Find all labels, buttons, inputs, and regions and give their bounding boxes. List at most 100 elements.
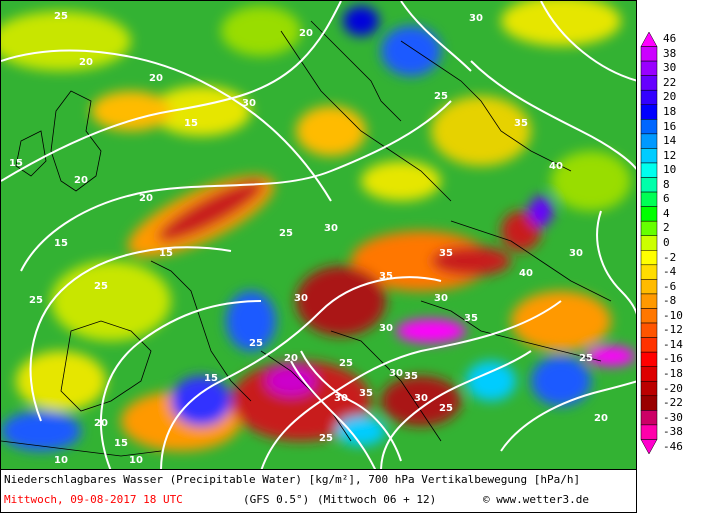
contour-label: 40 bbox=[549, 161, 563, 172]
contour-label: 20 bbox=[594, 413, 608, 424]
legend-value: -8 bbox=[663, 294, 677, 308]
legend-swatch bbox=[640, 250, 658, 266]
legend-value: 0 bbox=[663, 236, 670, 249]
legend-swatch bbox=[640, 337, 658, 353]
contour-label: 25 bbox=[54, 11, 68, 22]
contour-label: 25 bbox=[279, 228, 293, 239]
pw-isolines bbox=[1, 1, 636, 469]
contour-label: 15 bbox=[114, 438, 128, 449]
legend-swatch bbox=[640, 75, 658, 91]
contour-label: 20 bbox=[149, 73, 163, 84]
legend-swatch bbox=[640, 191, 658, 207]
legend-value: 4 bbox=[663, 206, 670, 220]
contour-label: 15 bbox=[159, 248, 173, 259]
contour-label: 25 bbox=[29, 295, 43, 306]
contour-label: 10 bbox=[129, 455, 143, 466]
contour-label: 30 bbox=[569, 248, 583, 259]
legend-value: -46 bbox=[663, 439, 683, 453]
legend-swatch bbox=[640, 89, 658, 106]
legend-value: -14 bbox=[663, 337, 683, 351]
contour-label: 35 bbox=[439, 248, 453, 259]
run-label: (Mittwoch 06 + 12) bbox=[317, 493, 437, 506]
legend-value: 18 bbox=[663, 105, 677, 119]
legend-value: 14 bbox=[663, 134, 677, 148]
contour-label: 15 bbox=[54, 238, 68, 249]
legend-swatch bbox=[640, 162, 658, 178]
legend-swatch bbox=[640, 148, 658, 164]
legend-color-bar bbox=[640, 31, 658, 455]
contour-label: 30 bbox=[294, 293, 308, 304]
legend-swatch bbox=[640, 60, 658, 76]
legend-value: 2 bbox=[663, 221, 670, 235]
legend-swatch bbox=[640, 322, 658, 338]
legend-swatch bbox=[640, 279, 658, 295]
contour-label: 35 bbox=[514, 118, 528, 129]
contour-label: 15 bbox=[204, 373, 218, 384]
contour-label: 15 bbox=[9, 158, 23, 169]
map-title: Niederschlagbares Wasser (Precipitable W… bbox=[4, 473, 581, 486]
valid-date: Mittwoch, 09-08-2017 18 UTC bbox=[4, 493, 183, 506]
legend-swatch bbox=[640, 177, 658, 193]
contour-label: 30 bbox=[324, 223, 338, 234]
legend-swatch bbox=[640, 119, 658, 135]
contour-label: 15 bbox=[184, 118, 198, 129]
copyright-link[interactable]: © www.wetter3.de bbox=[483, 493, 589, 506]
contour-label: 40 bbox=[519, 268, 533, 279]
contour-label: 25 bbox=[319, 433, 333, 444]
contour-label: 30 bbox=[379, 323, 393, 334]
legend-value: -30 bbox=[663, 410, 683, 424]
legend-value: -10 bbox=[663, 308, 683, 322]
vertical-motion-field bbox=[1, 1, 636, 451]
map-caption: Niederschlagbares Wasser (Precipitable W… bbox=[0, 470, 637, 513]
legend-value: 6 bbox=[663, 192, 670, 206]
contour-label: 30 bbox=[469, 13, 483, 24]
contour-labels: 25 20 20 15 15 25 30 15 20 15 25 30 20 25 30 35 30 35 20 30… bbox=[9, 11, 608, 466]
coastlines bbox=[1, 20, 612, 457]
legend-swatch bbox=[640, 133, 658, 149]
contour-label: 25 bbox=[439, 403, 453, 414]
contour-label: 25 bbox=[579, 353, 593, 364]
legend-value: -18 bbox=[663, 366, 683, 380]
legend-value: -6 bbox=[663, 279, 677, 293]
contour-label: 35 bbox=[464, 313, 478, 324]
legend-swatch bbox=[640, 351, 658, 367]
legend-swatch bbox=[640, 264, 658, 280]
contour-label: 30 bbox=[242, 98, 256, 109]
legend-value: -20 bbox=[663, 381, 683, 395]
weather-map: 25 20 20 15 15 25 30 15 20 15 25 30 20 25 30 35 30 35 20 30… bbox=[0, 0, 637, 470]
contour-label: 20 bbox=[94, 418, 108, 429]
legend-swatch bbox=[640, 410, 658, 426]
contour-label: 25 bbox=[94, 281, 108, 292]
legend-value: 30 bbox=[663, 61, 677, 75]
legend-value: -4 bbox=[663, 265, 677, 279]
legend-value: -22 bbox=[663, 396, 683, 410]
contour-label: 20 bbox=[139, 193, 153, 204]
legend-swatch bbox=[640, 380, 658, 397]
contour-label: 20 bbox=[299, 28, 313, 39]
contour-label: 25 bbox=[249, 338, 263, 349]
legend-swatch bbox=[640, 308, 658, 324]
legend-swatch bbox=[640, 395, 658, 411]
contour-label: 30 bbox=[334, 393, 348, 404]
contour-label: 35 bbox=[359, 388, 373, 399]
legend-value: 46 bbox=[663, 32, 677, 46]
legend-value: -12 bbox=[663, 323, 683, 337]
contour-label: 25 bbox=[339, 358, 353, 369]
legend-swatch bbox=[640, 366, 658, 382]
legend-swatch bbox=[640, 220, 658, 236]
model-label: (GFS 0.5°) bbox=[243, 493, 310, 506]
map-canvas: 25 20 20 15 15 25 30 15 20 15 25 30 20 25 30 35 30 35 20 30… bbox=[1, 1, 636, 469]
legend-value: -2 bbox=[663, 250, 677, 264]
legend-value: -16 bbox=[663, 352, 683, 366]
contour-label: 25 bbox=[434, 91, 448, 102]
legend-value: 16 bbox=[663, 119, 677, 133]
legend-value: 8 bbox=[663, 177, 670, 191]
contour-label: 10 bbox=[54, 455, 68, 466]
contour-label: 30 bbox=[434, 293, 448, 304]
legend-value: 38 bbox=[663, 46, 677, 60]
legend-swatch bbox=[640, 424, 658, 440]
contour-label: 20 bbox=[74, 175, 88, 186]
legend-swatch bbox=[640, 439, 658, 455]
contour-label: 20 bbox=[79, 57, 93, 68]
contour-label: 20 bbox=[284, 353, 298, 364]
